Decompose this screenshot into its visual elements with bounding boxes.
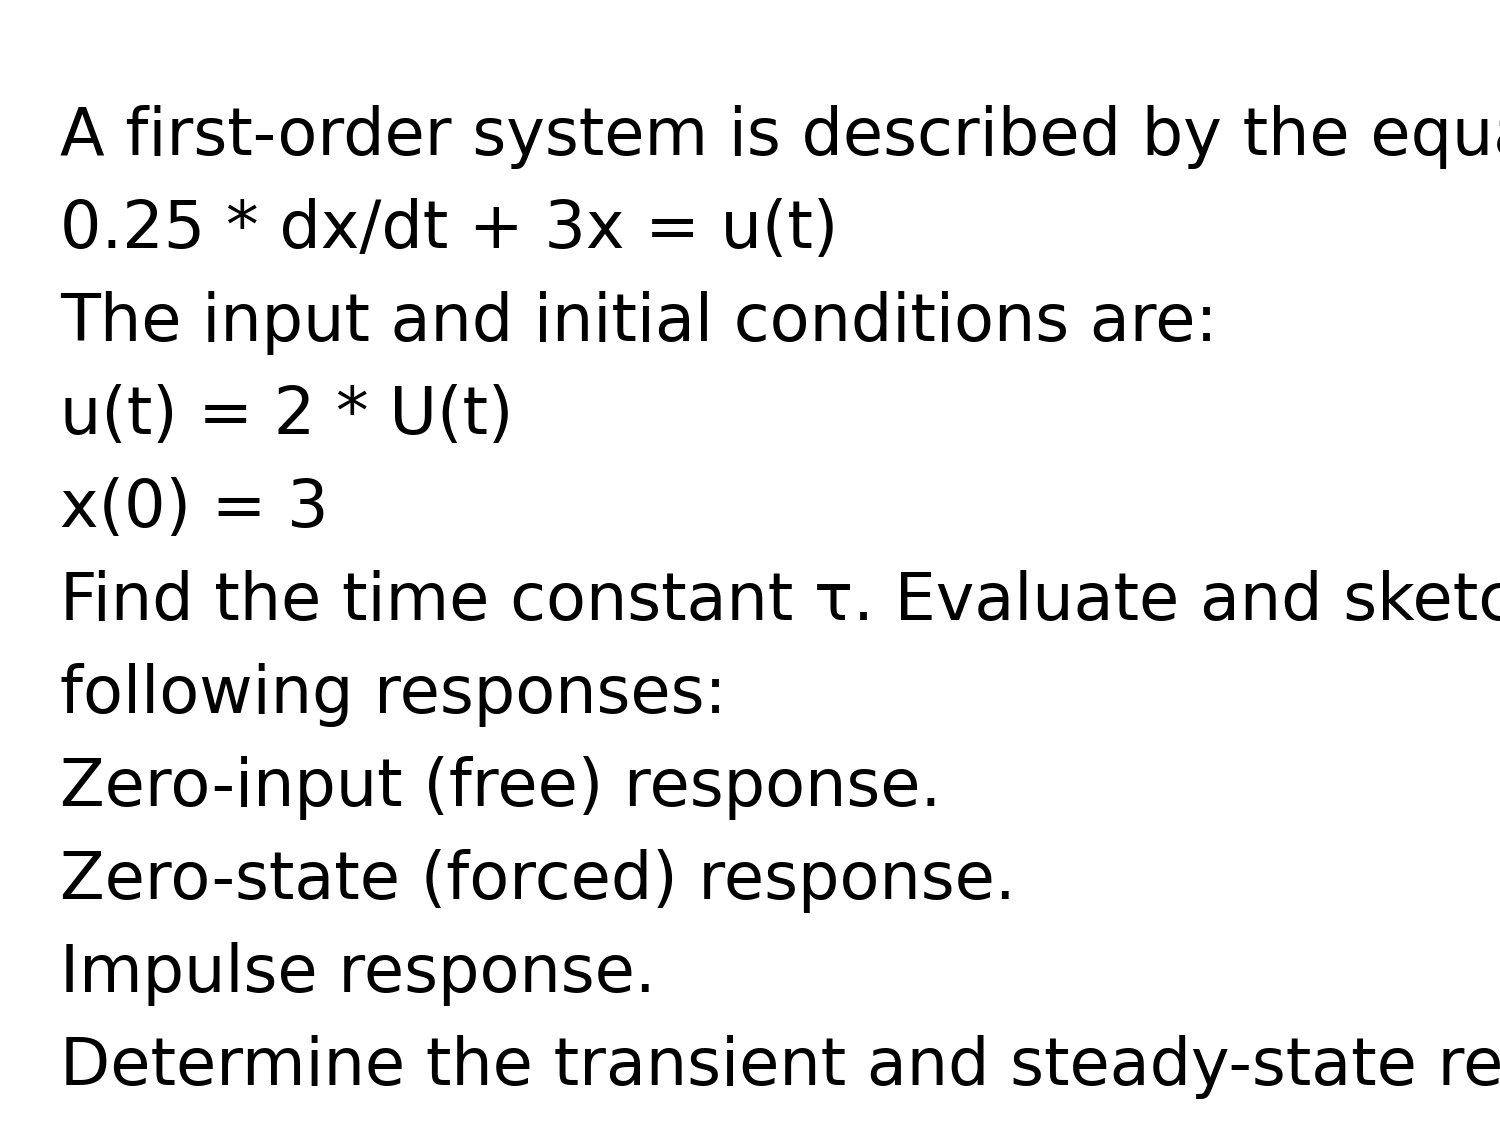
Text: The input and initial conditions are:: The input and initial conditions are: [60,291,1218,355]
Text: 0.25 * dx/dt + 3x = u(t): 0.25 * dx/dt + 3x = u(t) [60,199,838,262]
Text: u(t) = 2 * U(t): u(t) = 2 * U(t) [60,384,513,448]
Text: Zero-input (free) response.: Zero-input (free) response. [60,756,942,820]
Text: Zero-state (forced) response.: Zero-state (forced) response. [60,849,1016,913]
Text: Determine the transient and steady-state response.: Determine the transient and steady-state… [60,1036,1500,1099]
Text: following responses:: following responses: [60,663,726,728]
Text: x(0) = 3: x(0) = 3 [60,477,328,541]
Text: A first-order system is described by the equation:: A first-order system is described by the… [60,105,1500,169]
Text: Impulse response.: Impulse response. [60,942,656,1006]
Text: Find the time constant τ. Evaluate and sketch the: Find the time constant τ. Evaluate and s… [60,570,1500,634]
